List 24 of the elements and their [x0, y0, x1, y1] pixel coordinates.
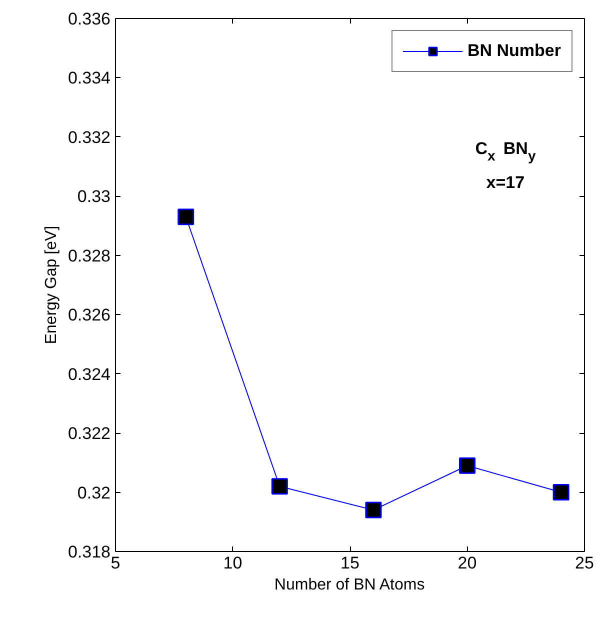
y-tick-label: 0.336 — [68, 10, 111, 28]
y-tick-label: 0.332 — [68, 128, 111, 147]
point — [552, 484, 570, 501]
legend-label: BN Number — [467, 41, 561, 61]
y-tick-label: 0.32 — [77, 483, 111, 502]
y-tick-label: 0.328 — [68, 246, 111, 266]
x-tick-label: 5 — [110, 554, 120, 572]
point — [365, 502, 382, 518]
y-tick-label: 0.334 — [68, 68, 111, 88]
point — [459, 457, 476, 474]
x-tick-label: 20 — [458, 554, 477, 572]
x-axis-title: Number of BN Atoms — [274, 576, 425, 594]
y-tick-label: 0.33 — [77, 187, 111, 206]
annotation: x=17 — [486, 173, 525, 192]
y-tick-label: 0.322 — [68, 424, 111, 444]
x-tick-label: 25 — [575, 554, 594, 572]
y-tick-label: 0.324 — [68, 364, 111, 384]
point — [178, 208, 194, 226]
point — [271, 478, 288, 495]
y-tick-label: 0.326 — [68, 306, 111, 325]
x-tick-label: 15 — [340, 554, 360, 572]
y-tick-label: 0.318 — [68, 542, 111, 562]
x-tick-label: 10 — [223, 554, 242, 572]
y-axis-title: Energy Gap [eV] — [42, 226, 60, 344]
